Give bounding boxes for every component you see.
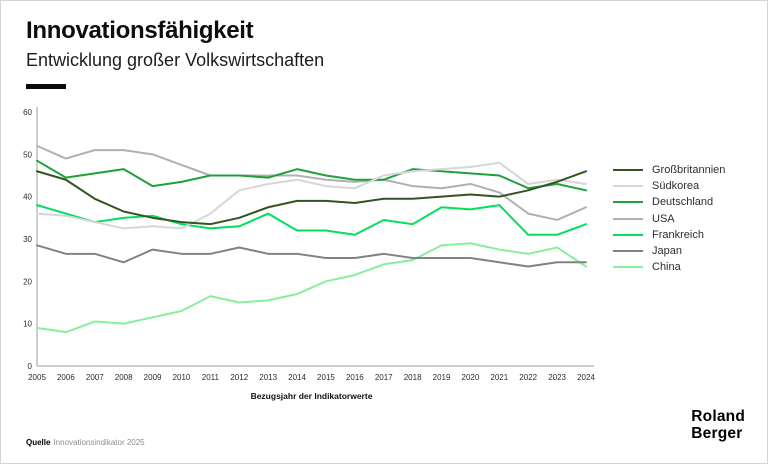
legend-item: Deutschland bbox=[613, 194, 725, 210]
series-line-1 bbox=[36, 161, 587, 230]
accent-bar bbox=[26, 84, 66, 89]
chart-header: Innovationsfähigkeit Entwicklung großer … bbox=[26, 17, 324, 89]
x-tick-label: 2023 bbox=[548, 373, 566, 382]
x-tick-label: 2016 bbox=[346, 373, 364, 382]
x-tick-label: 2018 bbox=[404, 373, 422, 382]
x-tick-label: 2015 bbox=[317, 373, 335, 382]
y-tick-label: 20 bbox=[23, 277, 32, 286]
line-chart: 0 10 20 30 40 50 60 2005 2006 2007 2008 2009 2010 201… bbox=[23, 107, 595, 401]
y-tick-label: 60 bbox=[23, 108, 32, 117]
x-tick-label: 2005 bbox=[28, 373, 46, 382]
x-tick-label: 2009 bbox=[144, 373, 162, 382]
x-tick-label: 2011 bbox=[202, 373, 220, 382]
legend-line-swatch bbox=[613, 217, 643, 220]
legend-line-swatch bbox=[613, 201, 643, 204]
y-tick-label: 40 bbox=[23, 193, 32, 202]
legend-item: Frankreich bbox=[613, 227, 725, 243]
legend-label: Großbritannien bbox=[652, 164, 726, 177]
x-tick-label: 2021 bbox=[490, 373, 508, 382]
x-tick-label: 2007 bbox=[86, 373, 104, 382]
logo-line-2: Berger bbox=[691, 424, 743, 442]
x-axis-title: Bezugsjahr der Indikatorwerte bbox=[251, 391, 373, 401]
x-tick-label: 2010 bbox=[173, 373, 191, 382]
legend-label: China bbox=[652, 261, 681, 274]
series-line-3 bbox=[36, 144, 587, 221]
legend-label: Frankreich bbox=[652, 228, 704, 241]
x-tick-label: 2024 bbox=[577, 373, 595, 382]
legend-item: Südkorea bbox=[613, 178, 725, 194]
legend-label: Südkorea bbox=[652, 180, 700, 193]
series-line-0 bbox=[36, 170, 587, 226]
chart-legend: Großbritannien Südkorea Deutschland USA … bbox=[613, 162, 725, 275]
legend-label: Japan bbox=[652, 245, 682, 258]
legend-label: Deutschland bbox=[652, 196, 714, 209]
roland-berger-logo: Roland Berger bbox=[691, 409, 745, 442]
chart-area: 0 10 20 30 40 50 60 2005 2006 2007 2008 2009 2010 201… bbox=[9, 103, 609, 413]
legend-item: Großbritannien bbox=[613, 162, 725, 178]
series-line-6 bbox=[36, 242, 587, 334]
page-subtitle: Entwicklung großer Volkswirtschaften bbox=[26, 50, 325, 70]
legend-item: China bbox=[613, 259, 725, 275]
legend-line-swatch bbox=[613, 250, 643, 253]
y-tick-label: 10 bbox=[23, 320, 32, 329]
page-title: Innovationsfähigkeit bbox=[26, 17, 254, 44]
x-tick-label: 2012 bbox=[230, 373, 248, 382]
logo-line-1: Roland bbox=[691, 408, 745, 426]
legend-line-swatch bbox=[613, 169, 643, 172]
x-tick-label: 2014 bbox=[288, 373, 306, 382]
legend-line-swatch bbox=[613, 233, 643, 236]
x-tick-label: 2017 bbox=[375, 373, 393, 382]
x-tick-label: 2022 bbox=[519, 373, 537, 382]
source-text: Innovationsindikator 2025 bbox=[53, 438, 145, 447]
series-line-4 bbox=[36, 204, 587, 236]
x-tick-label: 2019 bbox=[433, 373, 451, 382]
legend-line-swatch bbox=[613, 185, 643, 188]
series-line-5 bbox=[36, 244, 587, 268]
y-tick-label: 0 bbox=[28, 362, 33, 371]
y-tick-label: 30 bbox=[23, 235, 32, 244]
legend-line-swatch bbox=[613, 266, 643, 269]
legend-item: Japan bbox=[613, 243, 725, 259]
x-tick-label: 2020 bbox=[462, 373, 480, 382]
x-tick-label: 2013 bbox=[259, 373, 277, 382]
source-label: Quelle bbox=[26, 438, 51, 447]
x-tick-label: 2006 bbox=[57, 373, 75, 382]
legend-label: USA bbox=[652, 212, 675, 225]
x-tick-label: 2008 bbox=[115, 373, 133, 382]
legend-item: USA bbox=[613, 211, 725, 227]
y-tick-label: 50 bbox=[23, 150, 32, 159]
source-note: Quelle Innovationsindikator 2025 bbox=[26, 438, 145, 447]
series-line-2 bbox=[36, 159, 587, 192]
